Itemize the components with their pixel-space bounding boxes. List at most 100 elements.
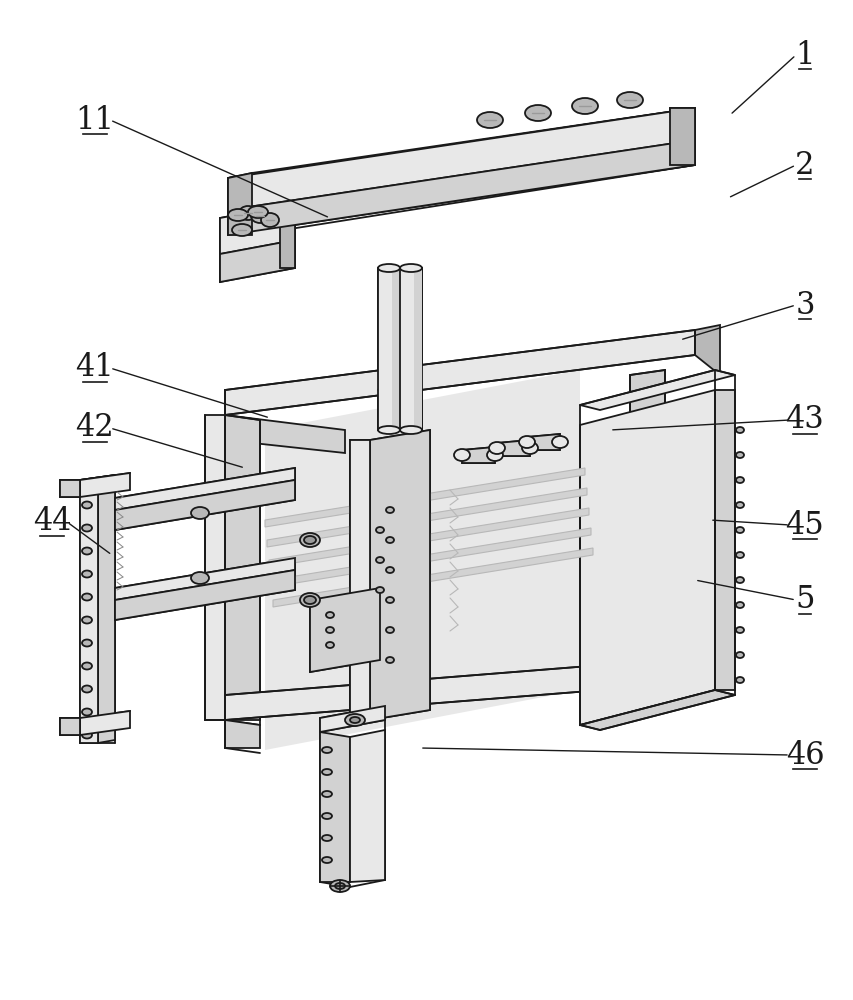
Ellipse shape [232, 224, 252, 236]
Ellipse shape [399, 264, 421, 272]
Ellipse shape [375, 557, 384, 563]
Polygon shape [115, 480, 294, 530]
Polygon shape [228, 140, 694, 235]
Ellipse shape [82, 731, 92, 738]
Text: 42: 42 [76, 412, 114, 444]
Polygon shape [264, 370, 579, 750]
Text: 1: 1 [794, 40, 814, 71]
Polygon shape [228, 108, 694, 210]
Polygon shape [526, 434, 560, 450]
Ellipse shape [489, 442, 504, 454]
Ellipse shape [82, 570, 92, 578]
Ellipse shape [386, 597, 393, 603]
Text: 44: 44 [32, 506, 71, 538]
Ellipse shape [375, 527, 384, 533]
Polygon shape [224, 415, 259, 720]
Ellipse shape [350, 717, 360, 723]
Polygon shape [220, 240, 294, 282]
Ellipse shape [521, 442, 537, 454]
Ellipse shape [477, 112, 502, 128]
Text: 46: 46 [785, 739, 823, 770]
Ellipse shape [326, 642, 334, 648]
Polygon shape [378, 268, 399, 430]
Ellipse shape [399, 426, 421, 434]
Ellipse shape [247, 206, 268, 218]
Polygon shape [267, 488, 586, 547]
Text: 11: 11 [75, 105, 114, 136]
Ellipse shape [326, 627, 334, 633]
Polygon shape [714, 390, 734, 690]
Polygon shape [670, 108, 694, 165]
Ellipse shape [386, 537, 393, 543]
Polygon shape [228, 173, 252, 235]
Polygon shape [115, 468, 294, 510]
Polygon shape [80, 475, 115, 490]
Ellipse shape [191, 572, 209, 584]
Polygon shape [220, 204, 294, 254]
Ellipse shape [322, 791, 332, 797]
Ellipse shape [82, 662, 92, 670]
Polygon shape [579, 390, 714, 725]
Polygon shape [80, 473, 130, 497]
Polygon shape [224, 660, 664, 720]
Ellipse shape [386, 627, 393, 633]
Ellipse shape [735, 452, 743, 458]
Ellipse shape [326, 612, 334, 618]
Ellipse shape [334, 883, 345, 889]
Ellipse shape [735, 502, 743, 508]
Ellipse shape [239, 206, 257, 220]
Polygon shape [310, 588, 380, 672]
Polygon shape [115, 558, 294, 600]
Ellipse shape [228, 209, 247, 221]
Polygon shape [579, 370, 734, 410]
Ellipse shape [525, 105, 550, 121]
Ellipse shape [386, 567, 393, 573]
Polygon shape [630, 370, 664, 690]
Polygon shape [399, 268, 421, 430]
Ellipse shape [486, 449, 502, 461]
Polygon shape [205, 415, 224, 720]
Ellipse shape [82, 548, 92, 554]
Ellipse shape [322, 747, 332, 753]
Ellipse shape [299, 593, 320, 607]
Ellipse shape [329, 880, 350, 892]
Ellipse shape [322, 813, 332, 819]
Ellipse shape [345, 714, 364, 726]
Text: 2: 2 [794, 150, 814, 181]
Ellipse shape [304, 596, 316, 604]
Polygon shape [320, 706, 385, 732]
Ellipse shape [82, 686, 92, 692]
Polygon shape [350, 440, 369, 720]
Polygon shape [280, 204, 294, 268]
Ellipse shape [251, 209, 269, 223]
Ellipse shape [322, 857, 332, 863]
Polygon shape [369, 430, 430, 720]
Ellipse shape [82, 616, 92, 624]
Ellipse shape [735, 627, 743, 633]
Polygon shape [694, 325, 719, 375]
Polygon shape [270, 528, 590, 587]
Polygon shape [273, 548, 592, 607]
Polygon shape [115, 570, 294, 620]
Polygon shape [80, 711, 130, 735]
Ellipse shape [572, 98, 597, 114]
Ellipse shape [519, 436, 534, 448]
Ellipse shape [82, 593, 92, 600]
Ellipse shape [191, 507, 209, 519]
Polygon shape [392, 268, 399, 430]
Polygon shape [224, 720, 259, 748]
Polygon shape [224, 330, 694, 415]
Polygon shape [414, 268, 421, 430]
Ellipse shape [551, 436, 567, 448]
Ellipse shape [735, 427, 743, 433]
Text: 45: 45 [785, 510, 823, 540]
Ellipse shape [735, 577, 743, 583]
Ellipse shape [735, 602, 743, 608]
Ellipse shape [735, 677, 743, 683]
Ellipse shape [378, 426, 399, 434]
Polygon shape [80, 490, 98, 743]
Ellipse shape [82, 708, 92, 715]
Polygon shape [350, 730, 385, 882]
Ellipse shape [299, 533, 320, 547]
Ellipse shape [386, 657, 393, 663]
